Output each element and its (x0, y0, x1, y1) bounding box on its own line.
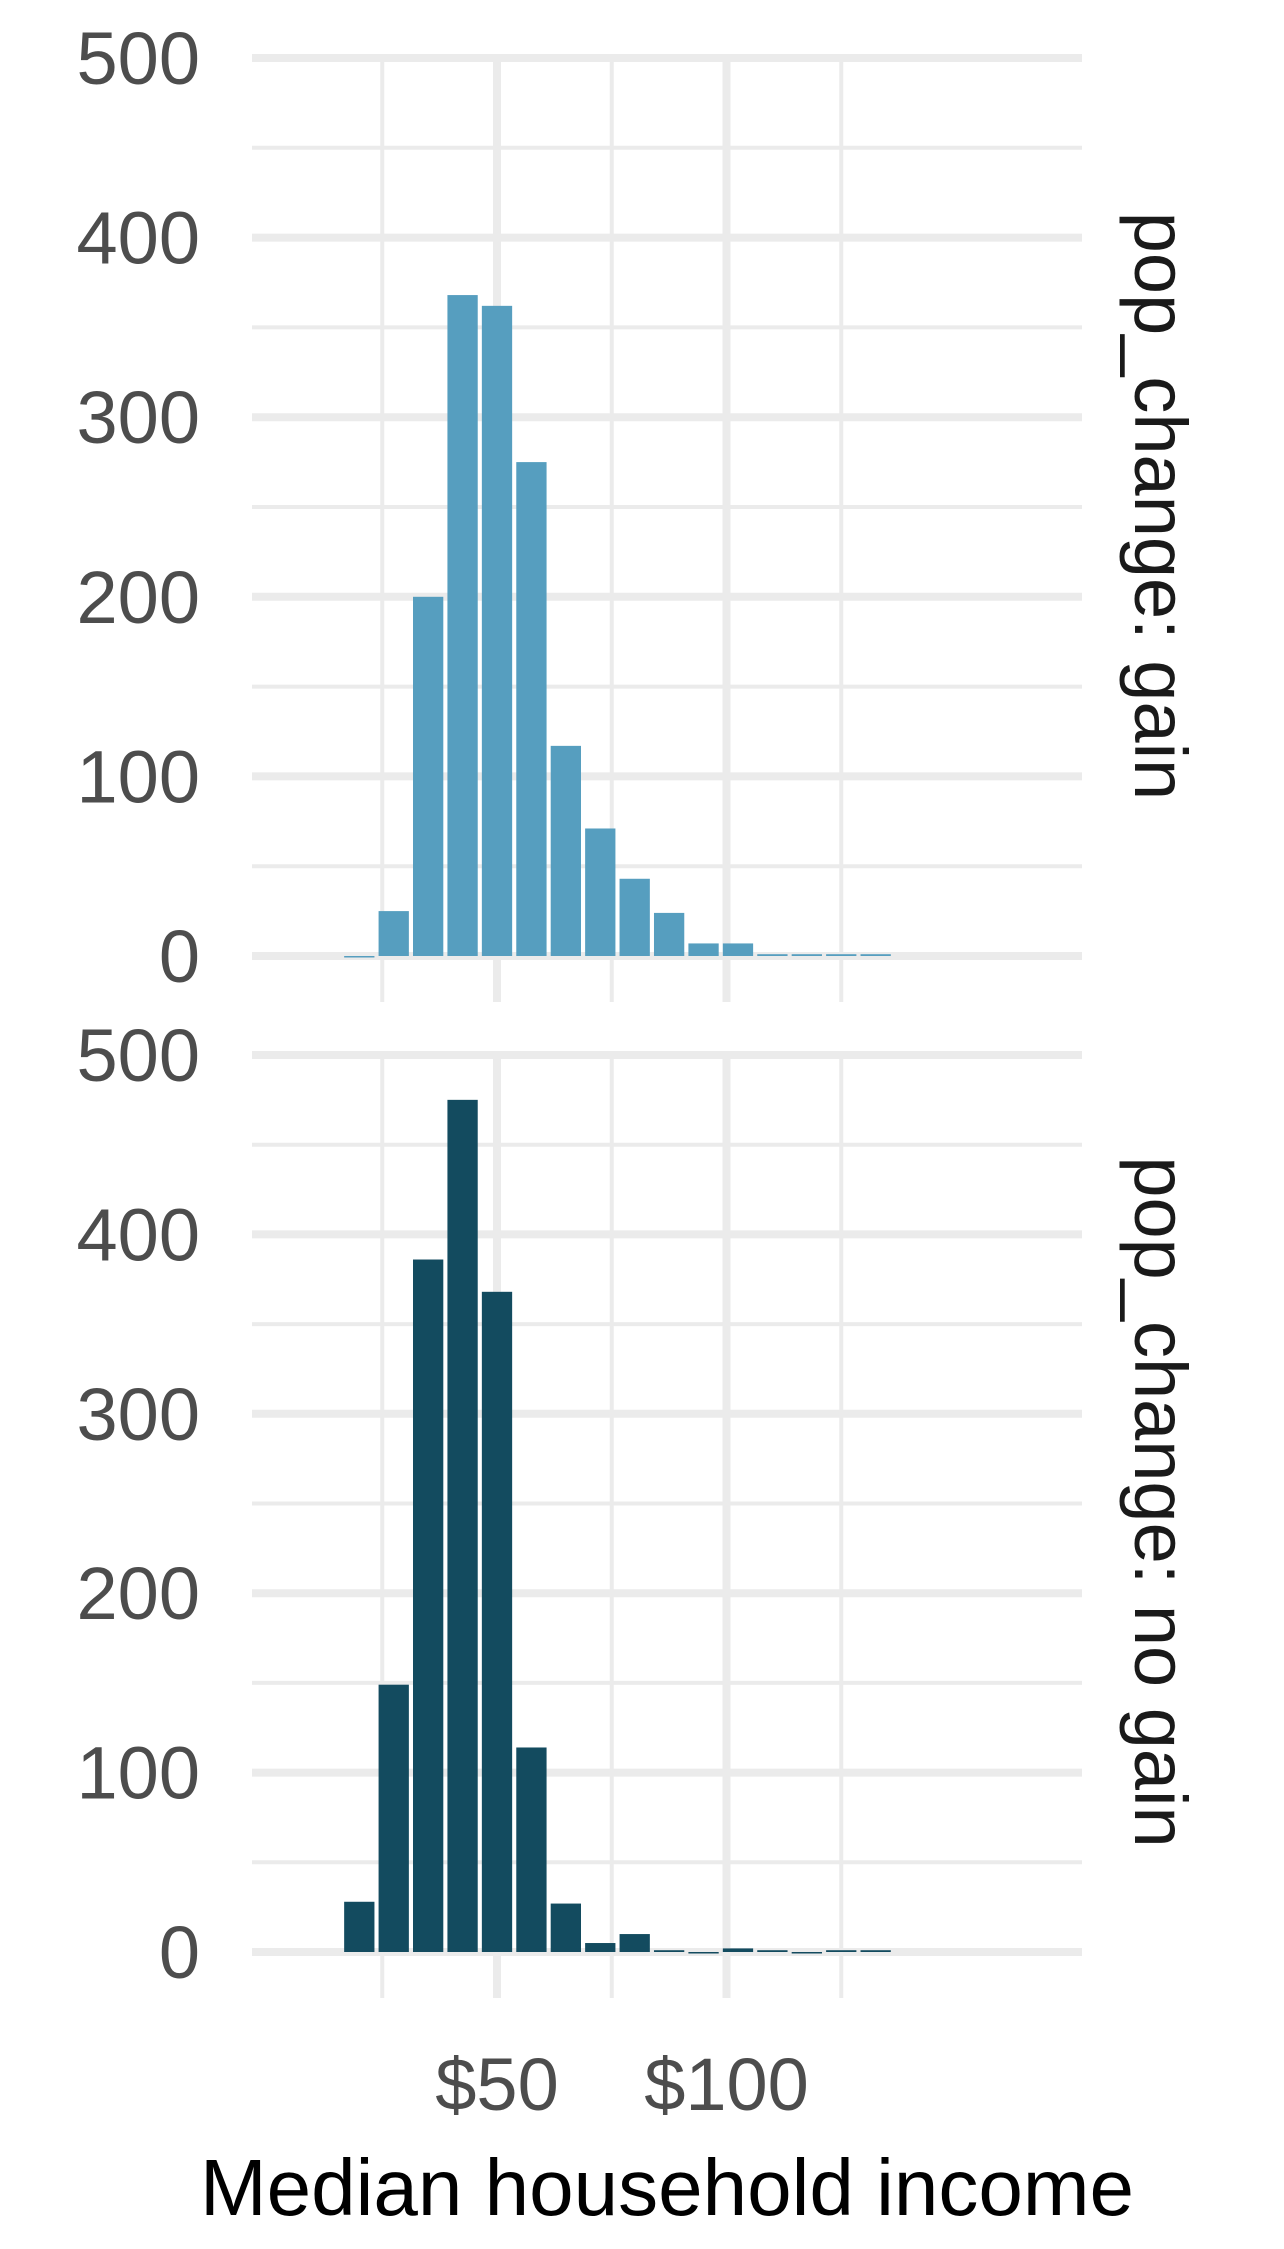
histogram-bar (653, 1950, 685, 1952)
histogram-bar (791, 954, 822, 956)
histogram-bar (516, 1747, 547, 1952)
histogram-bar (860, 954, 891, 956)
histogram-bar (619, 1934, 650, 1952)
histogram-bar (378, 911, 409, 956)
histogram-bar (413, 1259, 444, 1952)
x-tick-label: $50 (435, 2043, 558, 2126)
histogram-bar (585, 1943, 616, 1952)
x-axis-title: Median household income (200, 2143, 1134, 2232)
y-tick-label: 200 (77, 1552, 200, 1635)
y-tick-label: 0 (159, 1911, 200, 1994)
histogram-bar (447, 1099, 478, 1952)
facet-panel-2: 0 100 200 300 400 500 pop_change: no gain (77, 1014, 1202, 1998)
histogram-bar (653, 912, 685, 956)
y-tick-label: 300 (77, 1373, 200, 1456)
histogram-bar (860, 1950, 891, 1952)
histogram-bar (516, 462, 547, 956)
y-tick-label: 100 (77, 1732, 200, 1815)
histogram-bar (688, 1952, 719, 1954)
histogram-bar (688, 943, 719, 956)
histogram-bar (826, 1950, 857, 1952)
x-tick-label: $100 (644, 2043, 809, 2126)
y-tick-label: 200 (77, 556, 200, 639)
facet-panel-1: 0 100 200 300 400 500 pop_change: gain (77, 17, 1202, 1002)
facet-strip-label: pop_change: gain (1119, 212, 1202, 800)
y-tick-label: 500 (77, 17, 200, 100)
histogram-bar (722, 943, 754, 956)
y-tick-label: 500 (77, 1014, 200, 1097)
histogram-bar (378, 1684, 409, 1952)
histogram-bar (722, 1948, 754, 1952)
facet-strip-label: pop_change: no gain (1119, 1156, 1202, 1847)
histogram-bar (550, 745, 581, 956)
y-tick-label: 400 (77, 1193, 200, 1276)
histogram-bar (344, 1901, 375, 1952)
histogram-bar (757, 1950, 788, 1952)
histogram-bar (413, 596, 444, 956)
histogram-bar (826, 954, 857, 956)
histogram-bar (585, 828, 616, 956)
y-tick-label: 300 (77, 376, 200, 459)
y-tick-label: 100 (77, 735, 200, 818)
y-tick-label: 400 (77, 197, 200, 280)
histogram-bar (619, 878, 650, 956)
histogram-bar (481, 305, 513, 956)
histogram-bar (550, 1903, 581, 1952)
histogram-bar (791, 1952, 822, 1954)
y-tick-label: 0 (159, 915, 200, 998)
histogram-bar (481, 1291, 513, 1952)
histogram-bar (757, 954, 788, 956)
histogram-bar (447, 295, 478, 956)
histogram-bar (344, 956, 375, 958)
